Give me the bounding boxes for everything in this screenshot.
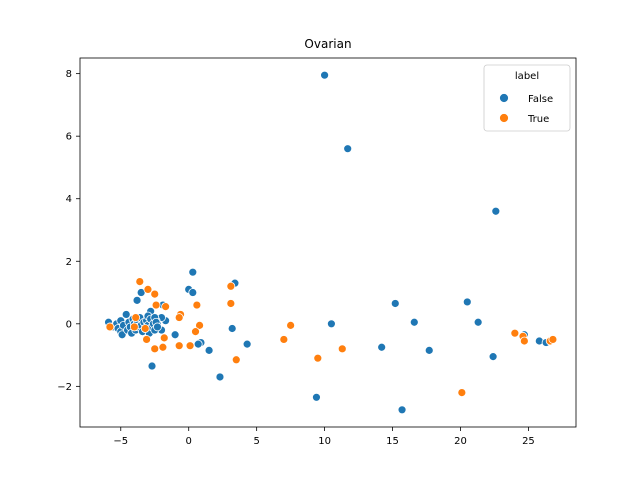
legend-marker-true (499, 113, 509, 123)
data-point-true (161, 302, 171, 312)
data-point-false (397, 405, 407, 415)
data-point-false (424, 345, 434, 355)
x-tick-label: 10 (318, 436, 331, 447)
data-point-false (320, 70, 330, 80)
data-point-false (343, 144, 353, 154)
y-tick-label: 8 (66, 69, 72, 80)
data-point-true (337, 344, 347, 354)
x-tick-label: −5 (113, 436, 128, 447)
data-point-true (174, 313, 184, 322)
data-point-false (121, 310, 131, 319)
legend-label-true: True (527, 114, 549, 125)
data-point-true (174, 341, 184, 351)
y-tick-label: 0 (66, 319, 72, 330)
data-point-true (279, 335, 289, 344)
data-point-false (312, 392, 321, 402)
data-point-false (227, 324, 237, 333)
y-tick-label: 4 (66, 194, 72, 205)
data-point-false (390, 299, 400, 308)
data-point-true (150, 289, 160, 299)
data-point-true (192, 300, 202, 310)
axes-frame (79, 57, 577, 428)
data-point-false (147, 361, 157, 371)
data-point-false (153, 322, 162, 332)
chart-title: Ovarian (304, 37, 351, 51)
data-point-true (226, 299, 236, 308)
legend: label False True (483, 64, 571, 132)
data-point-false (132, 295, 142, 305)
data-point-true (158, 342, 168, 352)
data-point-false (488, 352, 498, 362)
plot-area: −5 0 5 10 15 20 25 −2 0 2 4 6 8 (57, 57, 577, 447)
x-tick-label: 0 (186, 436, 192, 447)
y-tick-label: 2 (66, 257, 72, 268)
data-point-false (215, 372, 225, 382)
data-point-true (143, 285, 153, 294)
data-point-true (131, 313, 141, 322)
data-point-true (226, 281, 236, 291)
y-tick-label: 6 (66, 132, 72, 143)
x-tick-label: 25 (522, 436, 535, 447)
data-point-true (150, 344, 160, 354)
data-point-false (170, 330, 180, 340)
data-point-false (491, 206, 501, 216)
y-tick-label: −2 (57, 382, 72, 393)
data-point-true (151, 300, 161, 310)
x-tick-label: 15 (386, 436, 399, 447)
data-point-false (188, 267, 198, 277)
data-point-false (473, 317, 483, 327)
legend-title: label (515, 71, 539, 82)
data-point-false (242, 339, 252, 349)
data-point-true (510, 328, 520, 338)
data-point-false (188, 288, 198, 297)
data-point-true (457, 388, 467, 398)
data-point-true (286, 320, 296, 330)
data-point-true (231, 355, 241, 365)
data-point-false (409, 317, 419, 327)
data-point-true (129, 322, 139, 332)
legend-label-false: False (528, 94, 553, 105)
data-point-false (462, 297, 472, 307)
data-point-true (105, 322, 115, 332)
data-point-true (519, 336, 529, 346)
data-point-true (548, 335, 558, 344)
x-tick-label: 20 (454, 436, 467, 447)
data-point-true (159, 333, 169, 343)
data-point-false (326, 319, 336, 329)
x-tick-label: 5 (253, 436, 259, 447)
data-point-true (142, 335, 151, 344)
data-point-false (204, 345, 214, 355)
data-point-true (191, 327, 200, 337)
data-point-true (185, 341, 195, 351)
data-point-true (195, 320, 204, 330)
data-point-false (377, 342, 387, 352)
data-point-true (140, 324, 150, 333)
legend-marker-false (499, 93, 509, 103)
data-point-false (193, 339, 203, 349)
data-point-true (135, 277, 145, 286)
data-point-true (313, 353, 323, 363)
